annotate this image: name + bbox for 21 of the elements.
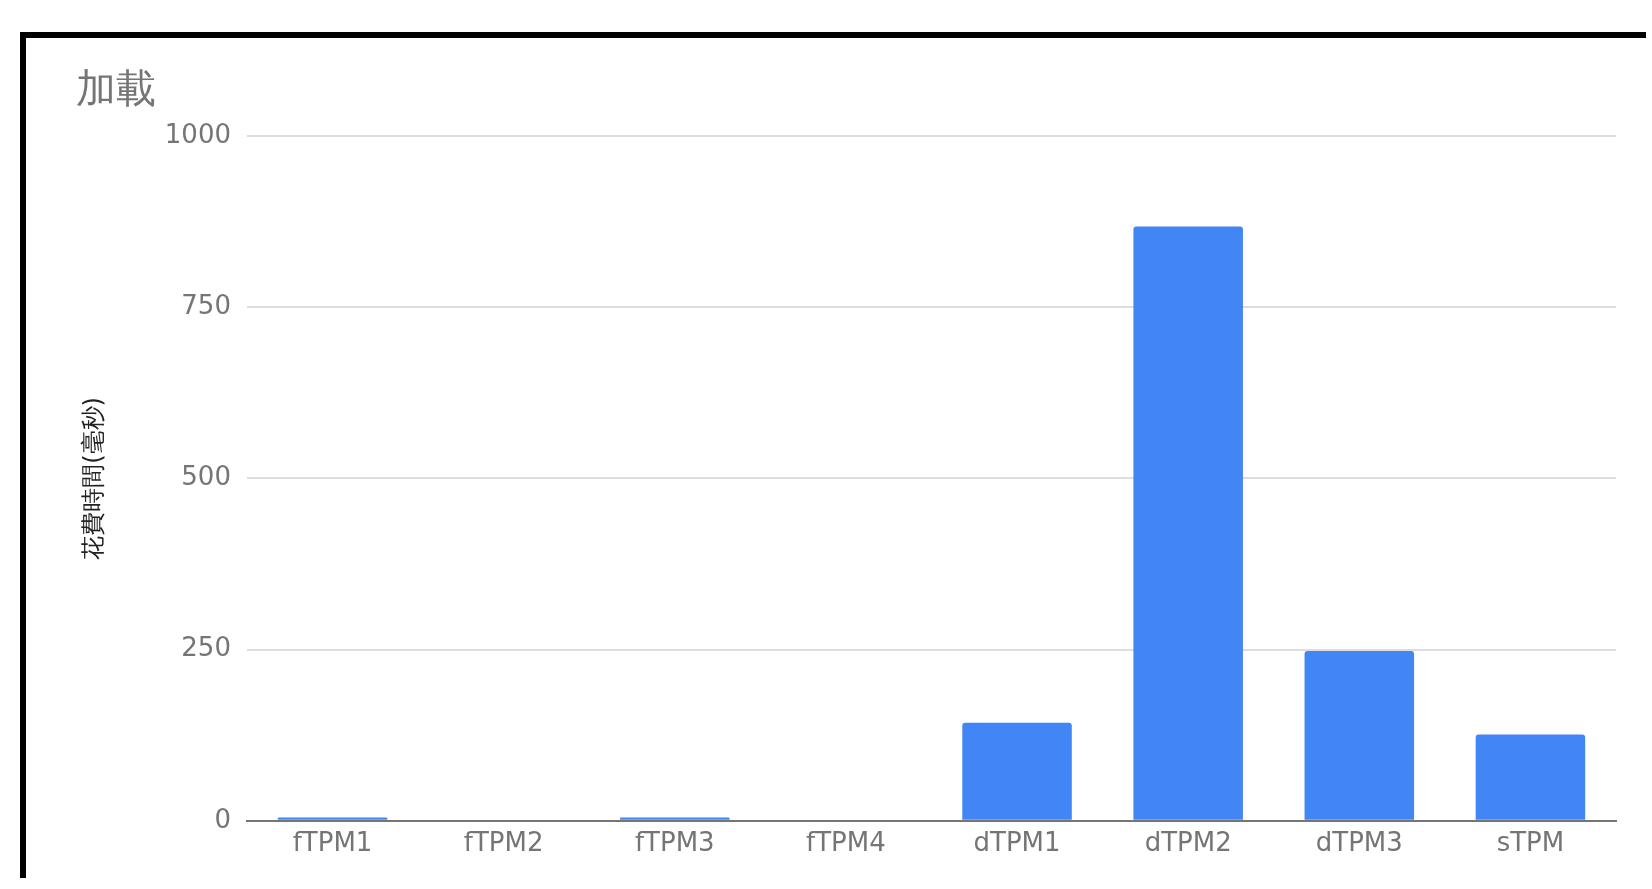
- bar: [1304, 650, 1415, 820]
- bar: [277, 817, 388, 820]
- bar: [1133, 226, 1243, 820]
- chart-title: 加載: [76, 65, 156, 112]
- y-tick-label: 0: [214, 803, 231, 834]
- y-axis-title: 花費時間(毫秒): [78, 397, 107, 560]
- bar: [620, 817, 730, 820]
- x-tick-label: fTPM3: [634, 827, 715, 858]
- x-tick-label: sTPM: [1496, 827, 1565, 858]
- y-tick-label: 250: [181, 632, 231, 663]
- x-tick-label: dTPM1: [973, 827, 1061, 858]
- x-tick-label: dTPM2: [1144, 827, 1232, 858]
- y-tick-label: 750: [181, 289, 231, 320]
- x-tick-label: fTPM4: [806, 827, 886, 858]
- y-tick-label: 500: [181, 461, 231, 492]
- x-tick-label: fTPM2: [463, 827, 544, 858]
- x-tick-label: fTPM1: [292, 827, 373, 858]
- x-tick-label: dTPM3: [1315, 827, 1403, 858]
- y-tick-label: 1000: [164, 118, 231, 149]
- bar: [1475, 734, 1586, 820]
- bar: [962, 722, 1072, 820]
